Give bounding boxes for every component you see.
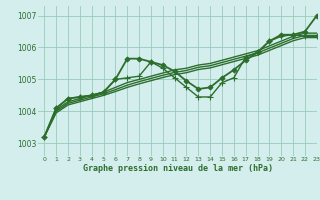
X-axis label: Graphe pression niveau de la mer (hPa): Graphe pression niveau de la mer (hPa) <box>83 164 273 173</box>
